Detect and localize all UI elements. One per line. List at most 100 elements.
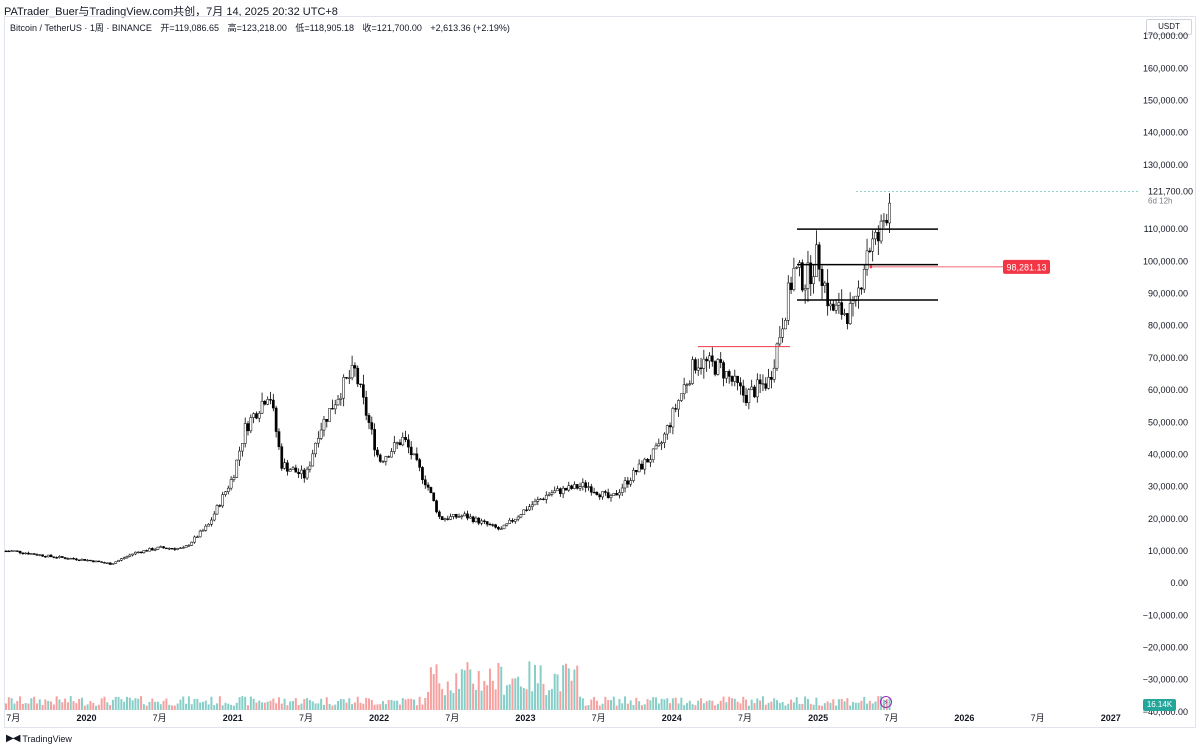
volume-bar	[514, 678, 517, 710]
candle-body	[761, 383, 765, 385]
volume-bar	[418, 696, 421, 710]
volume-bar	[142, 704, 145, 710]
volume-bar	[609, 700, 612, 710]
chart-frame[interactable]	[4, 16, 1196, 728]
volume-bar	[866, 703, 869, 710]
footer-brand[interactable]: TradingView	[22, 733, 72, 744]
volume-bar	[137, 698, 140, 710]
volume-bar	[593, 696, 596, 710]
volume-bar	[339, 699, 342, 710]
volume-bar	[165, 698, 168, 710]
candle-body	[314, 442, 317, 455]
volume-bar	[227, 703, 230, 710]
volume-bar	[652, 697, 655, 710]
candle-body	[522, 509, 526, 515]
candle-body	[646, 458, 649, 463]
candle-body	[255, 413, 258, 419]
candle-body	[412, 453, 416, 456]
volume-bar	[683, 705, 686, 710]
candle-body	[390, 451, 393, 458]
volume-bar	[700, 698, 703, 710]
candle-body	[739, 382, 742, 387]
volume-bar	[458, 688, 461, 710]
candle-body	[688, 383, 692, 385]
candle-body	[136, 551, 140, 554]
candle-body	[263, 400, 267, 405]
price-axis-label: −40,000.00	[1143, 707, 1188, 717]
volume-bar	[553, 673, 556, 710]
volume-bar	[486, 685, 489, 710]
time-axis-label: 7月	[445, 713, 459, 723]
currency-unit-button[interactable]: USDT	[1146, 19, 1192, 35]
volume-bar	[86, 704, 89, 710]
candle-body	[623, 480, 627, 489]
volume-bar	[72, 701, 75, 710]
volume-bar	[466, 662, 469, 710]
candle-body	[694, 359, 697, 371]
volume-bar	[697, 700, 700, 710]
volume-bar	[562, 665, 565, 710]
volume-bar	[210, 696, 213, 710]
volume-bar	[128, 697, 131, 710]
candle-body	[409, 446, 413, 456]
tradingview-logo-icon: ▶◀	[6, 733, 20, 744]
candle-body	[404, 437, 407, 440]
volume-bar	[469, 669, 472, 710]
candle-body	[477, 517, 481, 524]
volume-bar	[711, 700, 714, 710]
candle-body	[212, 513, 216, 521]
candle-body	[271, 399, 275, 409]
candle-body	[145, 550, 149, 552]
candle-body	[784, 320, 787, 330]
candle-body	[744, 395, 748, 404]
candle-body	[122, 557, 126, 559]
lightning-icon[interactable]: ⚡	[880, 696, 892, 708]
volume-bar	[545, 695, 548, 710]
candle-body	[598, 494, 602, 498]
candle-body	[398, 442, 402, 446]
volume-bar	[657, 703, 660, 710]
volume-bar	[41, 704, 44, 710]
candle-body	[291, 467, 295, 470]
time-axis-label: 7月	[884, 713, 898, 723]
time-axis-label: 2023	[515, 713, 535, 723]
candle-body	[184, 545, 188, 548]
time-axis-label: 7月	[299, 713, 313, 723]
volume-bar	[95, 705, 98, 710]
symbol-label[interactable]: Bitcoin / TetherUS · 1周 · BINANCE	[10, 23, 152, 33]
candle-body	[221, 494, 225, 507]
candle-body	[218, 505, 222, 507]
volume-bar	[691, 704, 694, 710]
volume-bar	[694, 705, 697, 710]
candle-body	[851, 300, 855, 304]
volume-bar	[767, 702, 770, 710]
volume-bar	[30, 698, 33, 710]
candle-body	[7, 550, 11, 553]
candle-body	[570, 485, 573, 489]
candle-body	[249, 417, 253, 432]
candle-body	[848, 303, 852, 325]
candle-body	[454, 513, 458, 518]
price-axis-label: 140,000.00	[1143, 128, 1188, 138]
candle-body	[764, 383, 768, 389]
volume-bar	[427, 692, 430, 710]
volume-bar	[618, 698, 621, 710]
volume-bar	[688, 700, 691, 710]
candle-body	[117, 560, 120, 562]
candle-body	[665, 425, 669, 435]
volume-bar	[756, 698, 759, 710]
volume-bar	[300, 703, 303, 710]
candle-body	[322, 418, 326, 431]
volume-bar	[294, 698, 297, 710]
volume-bar	[666, 698, 669, 710]
volume-bar	[421, 704, 424, 710]
volume-bar	[269, 700, 272, 710]
candle-body	[474, 517, 478, 523]
candle-body	[252, 413, 255, 418]
volume-bar	[522, 688, 525, 710]
volume-bar	[607, 699, 610, 710]
candle-body	[114, 561, 118, 564]
volume-bar	[325, 697, 328, 710]
volume-bar	[517, 676, 520, 710]
